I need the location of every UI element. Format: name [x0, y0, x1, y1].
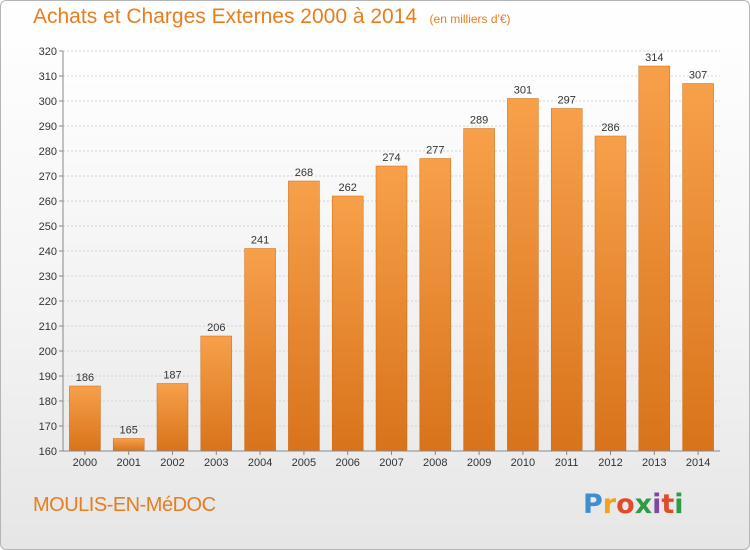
bar-2006 — [331, 195, 364, 452]
x-tick-label: 2013 — [642, 457, 666, 469]
data-label: 289 — [470, 115, 488, 127]
x-tick-label: 2003 — [204, 457, 228, 469]
y-tick-label: 250 — [39, 221, 57, 233]
data-label: 268 — [295, 167, 313, 179]
x-tick-label: 2005 — [292, 457, 316, 469]
logo-letter: P — [583, 489, 603, 520]
data-label: 206 — [207, 322, 225, 334]
data-label: 262 — [339, 182, 357, 194]
x-tick-label: 2012 — [598, 457, 622, 469]
x-tick-label: 2001 — [116, 457, 140, 469]
x-tick-label: 2006 — [335, 457, 359, 469]
x-tick-label: 2000 — [73, 457, 97, 469]
bar-2001 — [112, 438, 145, 452]
data-label: 301 — [514, 85, 532, 97]
data-label: 307 — [689, 70, 707, 82]
bar-2002 — [156, 383, 189, 452]
y-tick-label: 210 — [39, 321, 57, 333]
data-label: 277 — [426, 145, 444, 157]
x-tick-label: 2008 — [423, 457, 447, 469]
logo-letter: x — [634, 489, 653, 520]
chart-subtitle: (en milliers d'€) — [429, 12, 511, 26]
bar-2007 — [375, 165, 408, 452]
data-label: 187 — [163, 370, 181, 382]
logo-letter: o — [616, 489, 635, 520]
data-label: 165 — [120, 425, 138, 437]
y-tick-label: 180 — [39, 396, 57, 408]
logo-letter: i — [652, 489, 662, 520]
bar-2010 — [507, 98, 539, 452]
bar-2009 — [463, 128, 495, 452]
y-tick-label: 280 — [39, 146, 57, 158]
data-label: 314 — [645, 52, 663, 64]
bar-2012 — [594, 135, 627, 452]
logo-letter: r — [602, 489, 617, 520]
x-tick-label: 2009 — [467, 457, 491, 469]
x-tick-label: 2002 — [160, 457, 184, 469]
bar-2008 — [419, 158, 452, 452]
y-tick-label: 270 — [39, 171, 57, 183]
y-tick-label: 230 — [39, 271, 57, 283]
bar-2004 — [244, 248, 276, 452]
data-label: 241 — [251, 235, 269, 247]
y-tick-label: 260 — [39, 196, 57, 208]
data-label: 297 — [558, 95, 576, 107]
bar-2000 — [69, 385, 101, 452]
y-tick-label: 240 — [39, 246, 57, 258]
bar-2005 — [288, 180, 320, 452]
y-tick-label: 220 — [39, 296, 57, 308]
x-tick-label: 2007 — [379, 457, 403, 469]
y-tick-label: 190 — [39, 371, 57, 383]
y-tick-label: 170 — [39, 421, 57, 433]
x-tick-label: 2004 — [248, 457, 272, 469]
bar-2013 — [638, 65, 671, 452]
y-tick-label: 320 — [39, 46, 57, 58]
proxiti-logo: Proxiti — [583, 489, 684, 520]
data-label: 274 — [382, 152, 400, 164]
data-label: 286 — [601, 122, 619, 134]
commune-name: MOULIS-EN-MéDOC — [33, 494, 216, 516]
x-tick-label: 2011 — [555, 457, 579, 469]
y-tick-label: 310 — [39, 71, 57, 83]
bar-2011 — [550, 108, 583, 452]
logo-letter: t — [661, 489, 675, 520]
logo-letter: i — [674, 489, 684, 520]
y-tick-label: 160 — [39, 446, 57, 458]
title-row: Achats et Charges Externes 2000 à 2014 (… — [33, 5, 511, 29]
x-tick-label: 2010 — [511, 457, 535, 469]
y-tick-label: 290 — [39, 121, 57, 133]
chart-title: Achats et Charges Externes 2000 à 2014 — [33, 5, 418, 28]
y-tick-label: 200 — [39, 346, 57, 358]
data-label: 186 — [76, 372, 94, 384]
y-tick-label: 300 — [39, 96, 57, 108]
bar-2003 — [200, 335, 233, 452]
x-tick-label: 2014 — [686, 457, 710, 469]
bar-2014 — [682, 83, 714, 452]
